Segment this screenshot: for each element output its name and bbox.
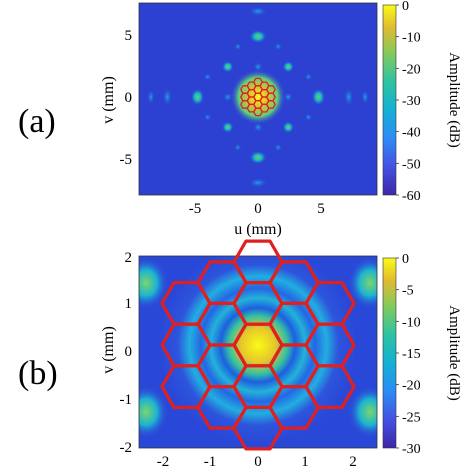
y-tick-label: 1: [125, 296, 133, 312]
x-tick-label: 0: [254, 201, 262, 217]
heatmap-a-sidelobe: [146, 89, 155, 105]
y-tick-label: 0: [125, 90, 133, 106]
colorbar-tick-label: -30: [402, 94, 421, 109]
heatmap-a-sidelobe: [249, 29, 267, 44]
colorbar-a-label: Amplitude (dB): [446, 52, 462, 147]
colorbar-tick-label: -5: [402, 284, 414, 299]
heatmap-a-sidelobe: [282, 121, 295, 134]
colorbar-b-ticks: 0 -5 -10 -15 -20 -25 -30: [396, 252, 421, 457]
hexagon-cell: [240, 92, 251, 102]
colorbar-tick-label: -30: [402, 442, 421, 457]
heatmap-a-sidelobe: [361, 89, 370, 105]
colorbar-tick-label: -20: [402, 62, 421, 77]
heatmap-a-sidelobe: [248, 177, 268, 188]
heatmap-a-sidelobe: [221, 60, 234, 73]
colorbar-a-gradient: [382, 4, 397, 196]
colorbar-tick-label: -15: [402, 347, 421, 362]
heatmap-a-sidelobe: [203, 113, 212, 122]
heatmap-a-sidelobe: [203, 72, 212, 81]
heatmap-a-sidelobe: [248, 6, 268, 17]
heatmap-a: [139, 3, 377, 195]
y-axis-a: 5 0 -5 v (mm): [100, 28, 132, 168]
panel-b: (b) -2 -1 0 1 2 2 1 0 -1 -2 v (mm): [18, 239, 462, 470]
colorbar-tick-label: -60: [402, 189, 421, 204]
colorbar-b-label: Amplitude (dB): [446, 305, 462, 400]
x-tick-label: -1: [204, 454, 217, 470]
colorbar-tick-label: -20: [402, 379, 421, 394]
colorbar-b-gradient: [382, 257, 397, 449]
heatmap-a-sidelobe: [311, 88, 326, 106]
heatmap-a-sidelobe: [233, 143, 242, 152]
hexagon-cell: [160, 322, 212, 368]
y-tick-label: 5: [125, 28, 133, 44]
colorbar-tick-label: -40: [402, 126, 421, 141]
hexagon-overlay-b: [160, 239, 356, 451]
colorbar-tick-label: -10: [402, 315, 421, 330]
colorbar-a: 0 -10 -20 -30 -40 -50 -60 Amplitude (dB): [382, 0, 462, 204]
y-tick-label: -2: [120, 440, 133, 456]
heatmap-b-corner-lobe: [348, 257, 377, 309]
heatmap-a-sidelobe: [190, 88, 205, 106]
y-tick-label: -5: [120, 152, 133, 168]
y-axis-b: 2 1 0 -1 -2 v (mm): [100, 250, 132, 456]
heatmap-a-main-lobe: [230, 69, 286, 125]
heatmap-a-sidelobe: [274, 143, 283, 152]
x-axis-a: -5 0 5 u (mm): [189, 201, 325, 238]
heatmap-a-sidelobe: [233, 42, 242, 51]
colorbar-tick-label: -10: [402, 31, 421, 46]
heatmap-a-sidelobe: [304, 113, 313, 122]
colorbar-tick-label: -50: [402, 157, 421, 172]
panel-b-label: (b): [18, 355, 58, 392]
heatmap-b-corner-lobe: [139, 386, 168, 438]
x-tick-label: 5: [317, 201, 325, 217]
panel-a: (a) -5 0 5 u (mm) 5 0 -5 v (mm) 0 -10 -20 -…: [18, 0, 462, 238]
x-tick-label: 2: [349, 454, 357, 470]
colorbar-b: 0 -5 -10 -15 -20 -25 -30 Amplitude (dB): [382, 252, 462, 457]
x-tick-label: 1: [301, 454, 309, 470]
x-tick-label: 0: [254, 454, 262, 470]
hexagon-overlay-a: [240, 77, 276, 117]
x-tick-label: -5: [189, 201, 202, 217]
x-tick-label: -2: [157, 454, 170, 470]
heatmap-b-corner-lobe: [348, 386, 377, 438]
heatmap-a-sidelobe: [343, 87, 354, 107]
heatmap-a-lobes: [146, 6, 370, 188]
heatmap-a-sidelobe: [249, 150, 267, 165]
y-tick-label: 2: [125, 250, 133, 266]
heatmap-a-sidelobe: [221, 121, 234, 134]
heatmap-a-sidelobe: [282, 60, 295, 73]
heatmap-a-sidelobe: [304, 72, 313, 81]
y-tick-label: -1: [120, 392, 133, 408]
y-axis-b-label: v (mm): [100, 326, 117, 374]
heatmap-b-corner-lobe: [139, 257, 168, 309]
colorbar-tick-label: 0: [402, 252, 409, 267]
colorbar-a-ticks: 0 -10 -20 -30 -40 -50 -60: [396, 0, 421, 204]
colorbar-tick-label: -25: [402, 410, 421, 425]
panel-a-label: (a): [18, 103, 56, 140]
x-axis-a-label: u (mm): [234, 221, 282, 238]
axes-a-frame: [138, 2, 378, 196]
heatmap-a-sidelobe: [274, 42, 283, 51]
heatmap-a-sidelobe: [162, 87, 173, 107]
heatmap-b-ring-pattern: [160, 256, 356, 443]
colorbar-tick-label: 0: [402, 0, 409, 14]
y-tick-label: 0: [125, 344, 133, 360]
x-axis-b: -2 -1 0 1 2: [157, 454, 357, 470]
y-axis-a-label: v (mm): [100, 76, 117, 124]
